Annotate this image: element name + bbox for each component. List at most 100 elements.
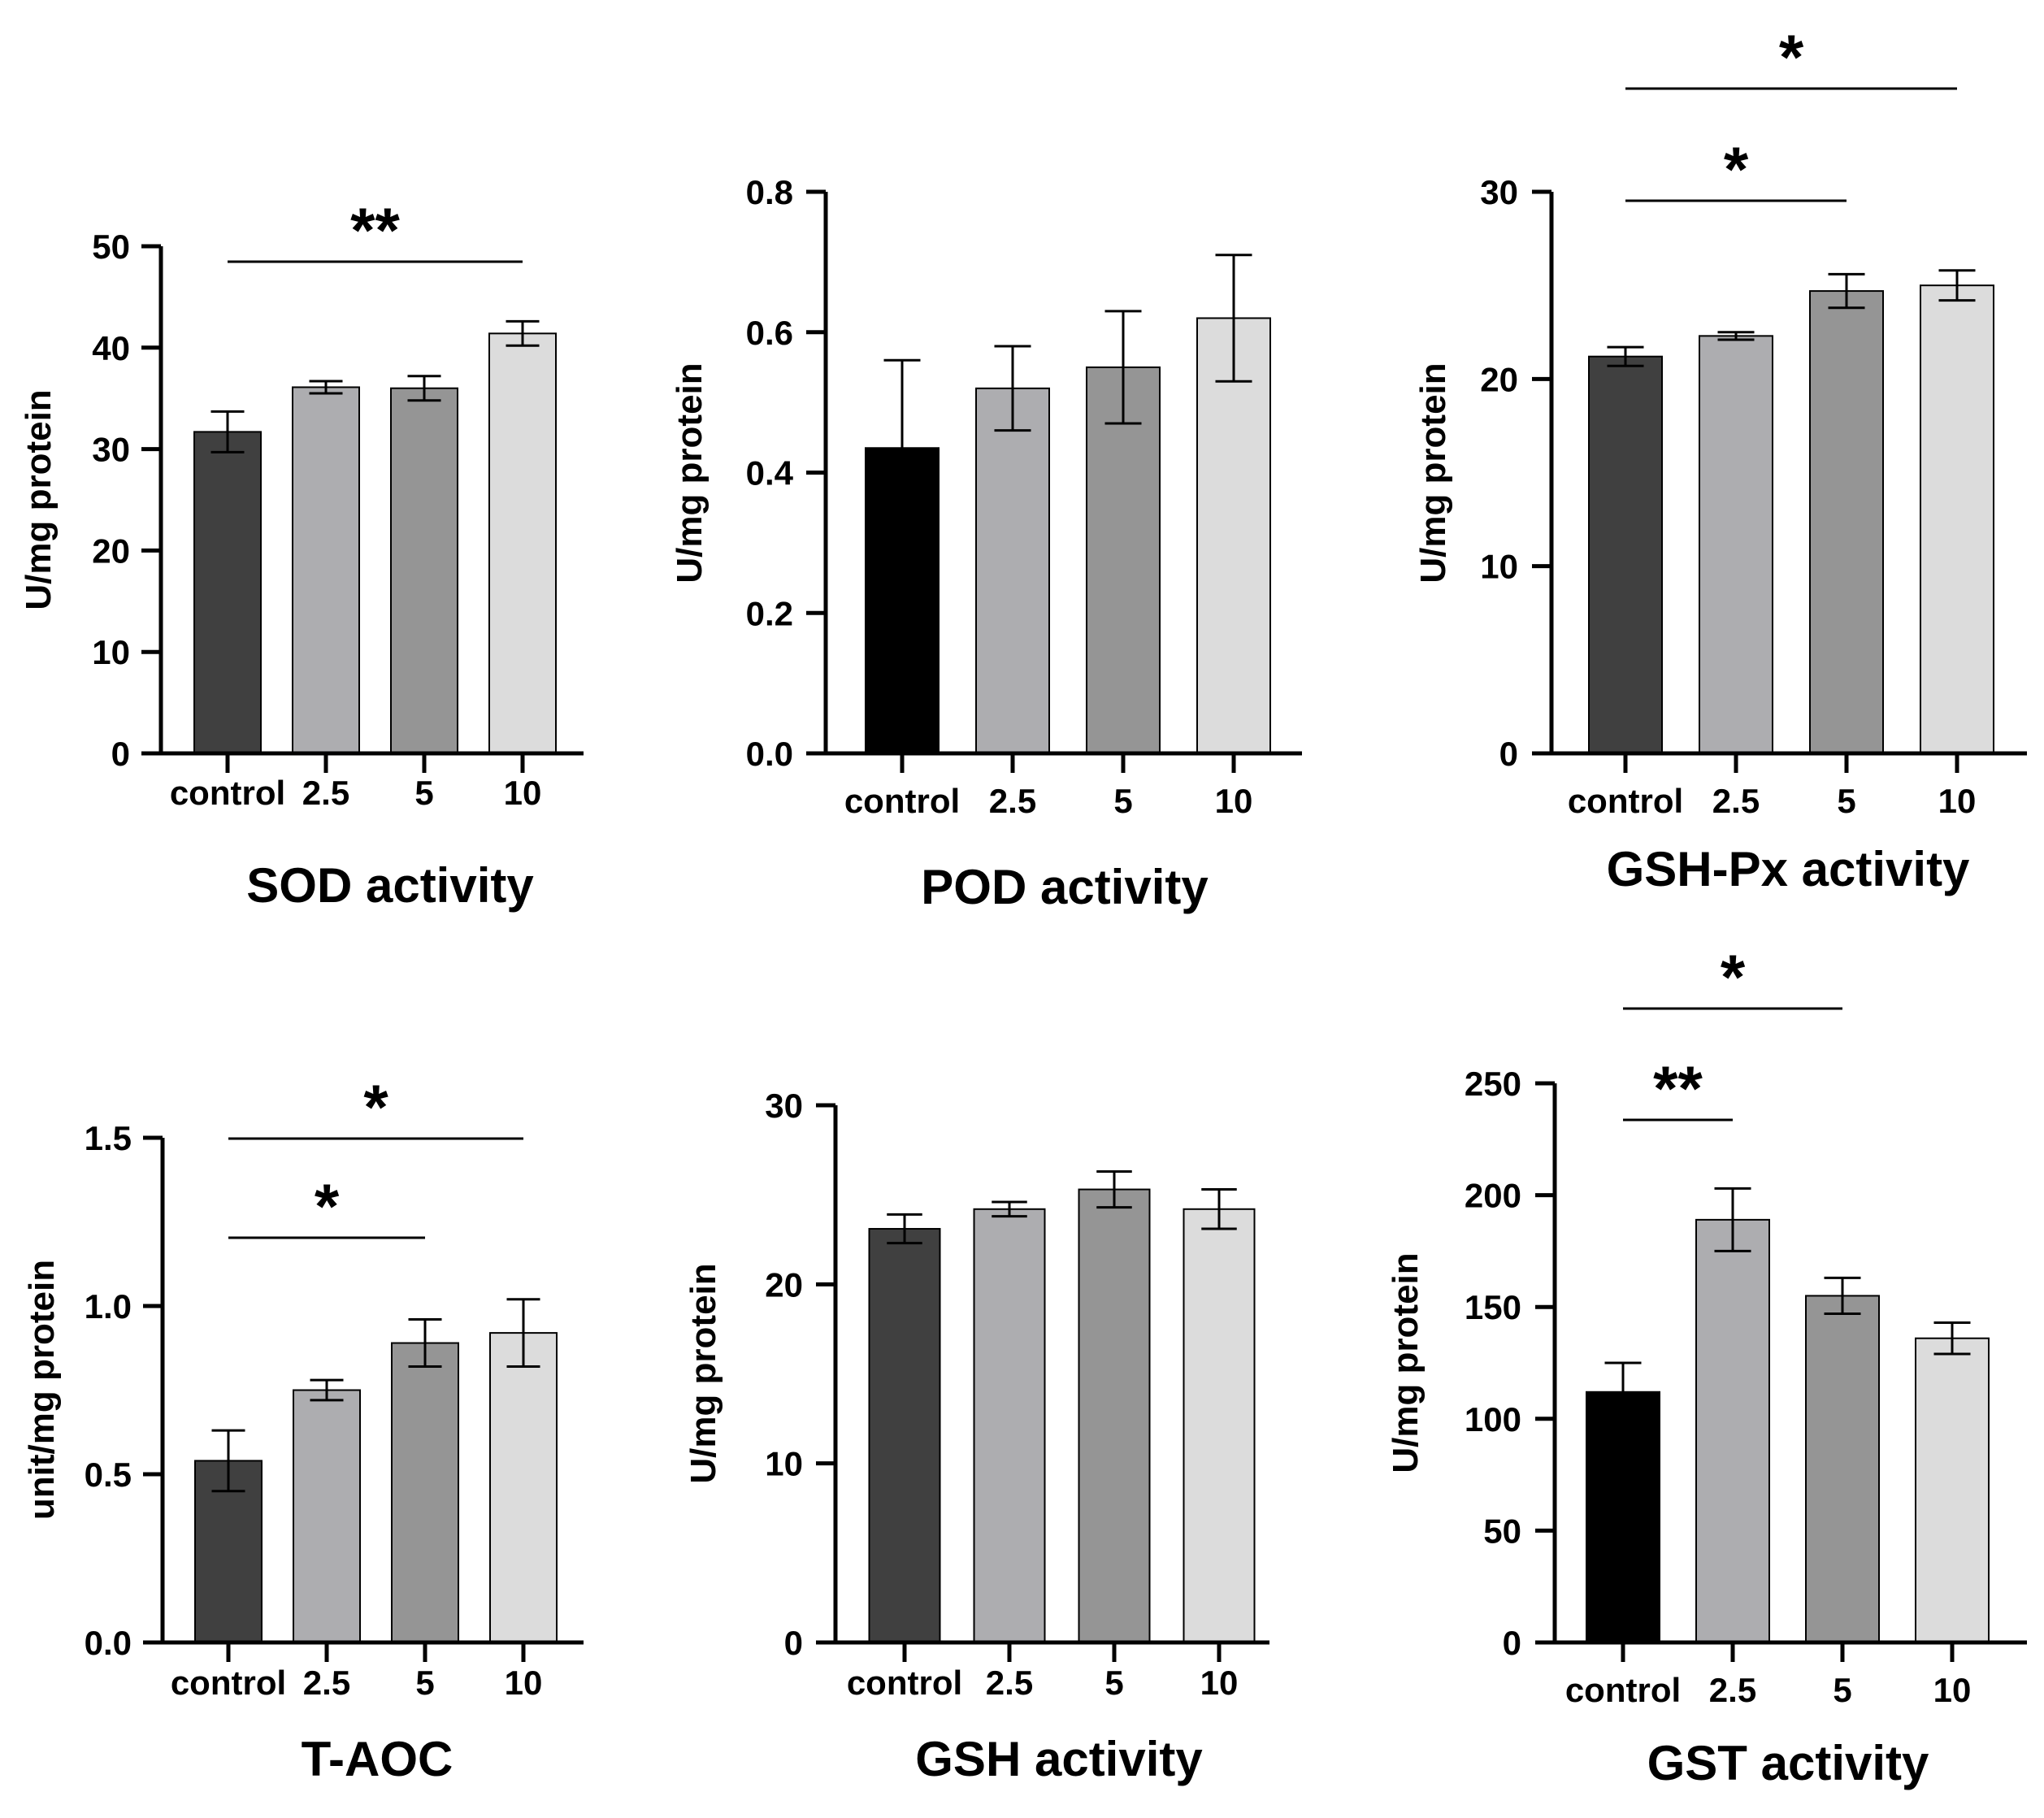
y-tick-label: 10	[92, 633, 130, 671]
y-tick-label: 20	[765, 1265, 803, 1304]
y-tick-label: 1.0	[85, 1287, 132, 1326]
y-tick-label: 0	[1503, 1624, 1521, 1662]
x-tick-label: 10	[1933, 1671, 1972, 1709]
x-tick-label: control	[171, 1664, 286, 1702]
y-tick-label: 200	[1465, 1177, 1521, 1215]
y-axis-label: U/mg protein	[1413, 362, 1453, 583]
significance-marker: *	[1779, 21, 1804, 93]
chart-panel: 0.0 0.5 1.0 1.5 control 2.5 5 10 unit/mg protein…	[22, 1071, 584, 1786]
x-tick-label: 10	[504, 774, 542, 812]
y-tick-label: 0.4	[746, 454, 794, 492]
x-tick-label: 5	[1104, 1664, 1123, 1702]
bar	[1586, 1391, 1660, 1643]
y-axis-label: U/mg protein	[684, 1263, 723, 1483]
bar	[1699, 335, 1773, 754]
y-tick-label: 100	[1465, 1400, 1521, 1438]
y-tick-label: 0.0	[85, 1624, 132, 1662]
bar	[390, 387, 458, 754]
y-tick-label: 0.5	[85, 1456, 132, 1494]
bar	[1695, 1218, 1770, 1643]
bar	[1183, 1208, 1256, 1643]
x-tick-label: 5	[1837, 782, 1855, 820]
chart-panel: 0.0 0.2 0.4 0.6 0.8 control 2.5 5 10 U/mg protein…	[670, 173, 1302, 914]
x-tick-label: control	[1565, 1671, 1681, 1709]
y-tick-label: 0.8	[746, 173, 793, 211]
bar	[973, 1208, 1046, 1643]
bar	[1920, 284, 1994, 754]
bar	[1588, 355, 1663, 754]
x-tick-label: 10	[505, 1664, 543, 1702]
bar	[1078, 1188, 1151, 1643]
y-tick-label: 250	[1465, 1065, 1521, 1103]
x-tick-label: 10	[1938, 782, 1977, 820]
y-tick-label: 10	[1480, 548, 1518, 586]
y-tick-label: 30	[765, 1087, 803, 1125]
chart-title: GST activity	[1647, 1736, 1929, 1790]
y-axis-label: U/mg protein	[670, 362, 710, 583]
chart-panel: 0 10 20 30 40 50 control 2.5 5 10 U/mg protein SOD …	[19, 194, 584, 913]
chart-title: GSH-Px activity	[1607, 842, 1970, 896]
chart-title: POD activity	[921, 860, 1209, 914]
bar	[1196, 317, 1271, 755]
x-tick-label: control	[1568, 782, 1683, 820]
x-tick-label: 2.5	[302, 774, 349, 812]
significance-marker: *	[1724, 133, 1749, 205]
y-tick-label: 30	[92, 431, 130, 469]
y-tick-label: 0	[111, 735, 130, 773]
bar	[975, 387, 1050, 754]
significance-marker: **	[350, 194, 400, 266]
significance-marker: *	[1721, 941, 1746, 1013]
x-tick-label: 2.5	[1709, 1671, 1756, 1709]
x-tick-label: 2.5	[1712, 782, 1760, 820]
significance-marker: *	[315, 1170, 340, 1242]
chart-panel: 0 10 20 30 control 2.5 5 10 U/mg protein GSH acti…	[684, 1087, 1269, 1786]
y-tick-label: 40	[92, 329, 130, 367]
y-tick-label: 20	[92, 532, 130, 570]
y-tick-label: 30	[1480, 173, 1518, 211]
x-tick-label: 2.5	[989, 782, 1036, 820]
y-tick-label: 50	[1483, 1512, 1521, 1550]
y-tick-label: 20	[1480, 360, 1518, 398]
chart-title: T-AOC	[302, 1732, 453, 1786]
x-tick-label: 10	[1215, 782, 1253, 820]
x-tick-label: 5	[1113, 782, 1132, 820]
x-tick-label: 5	[415, 1664, 434, 1702]
x-tick-label: 5	[414, 774, 433, 812]
bar	[292, 386, 360, 754]
significance-marker: *	[363, 1071, 388, 1143]
x-tick-label: 5	[1833, 1671, 1851, 1709]
y-tick-label: 0.6	[746, 314, 793, 352]
significance-marker: **	[1653, 1052, 1703, 1124]
y-tick-label: 10	[765, 1445, 803, 1483]
bar	[1805, 1295, 1880, 1643]
y-tick-label: 150	[1465, 1288, 1521, 1326]
x-tick-label: 10	[1200, 1664, 1239, 1702]
x-tick-label: control	[170, 774, 285, 812]
y-tick-label: 50	[92, 228, 130, 266]
bar	[1086, 366, 1161, 754]
y-axis-label: U/mg protein	[1386, 1252, 1426, 1473]
y-tick-label: 0.0	[746, 735, 793, 773]
y-tick-label: 0	[784, 1624, 803, 1662]
y-axis-label: unit/mg protein	[22, 1260, 62, 1520]
chart-panel: 0 50 100 150 200 250 control 2.5 5 10 U/mg protein…	[1386, 941, 2027, 1790]
x-tick-label: 2.5	[303, 1664, 350, 1702]
chart-panel: 0 10 20 30 control 2.5 5 10 U/mg protein GSH-Px a…	[1413, 21, 2027, 896]
bar	[489, 1332, 558, 1643]
bar	[1915, 1337, 1990, 1644]
x-tick-label: control	[844, 782, 960, 820]
x-tick-label: 2.5	[986, 1664, 1033, 1702]
bar	[391, 1342, 459, 1644]
bar	[293, 1389, 361, 1643]
chart-title: GSH activity	[915, 1732, 1203, 1786]
y-tick-label: 0.2	[746, 594, 793, 632]
x-tick-label: control	[847, 1664, 962, 1702]
y-axis-label: U/mg protein	[19, 389, 59, 610]
chart-title: SOD activity	[246, 858, 534, 913]
y-tick-label: 1.5	[85, 1119, 132, 1157]
bar	[1809, 290, 1884, 754]
y-tick-label: 0	[1499, 735, 1518, 773]
bar	[488, 332, 557, 754]
bar	[868, 1228, 941, 1644]
